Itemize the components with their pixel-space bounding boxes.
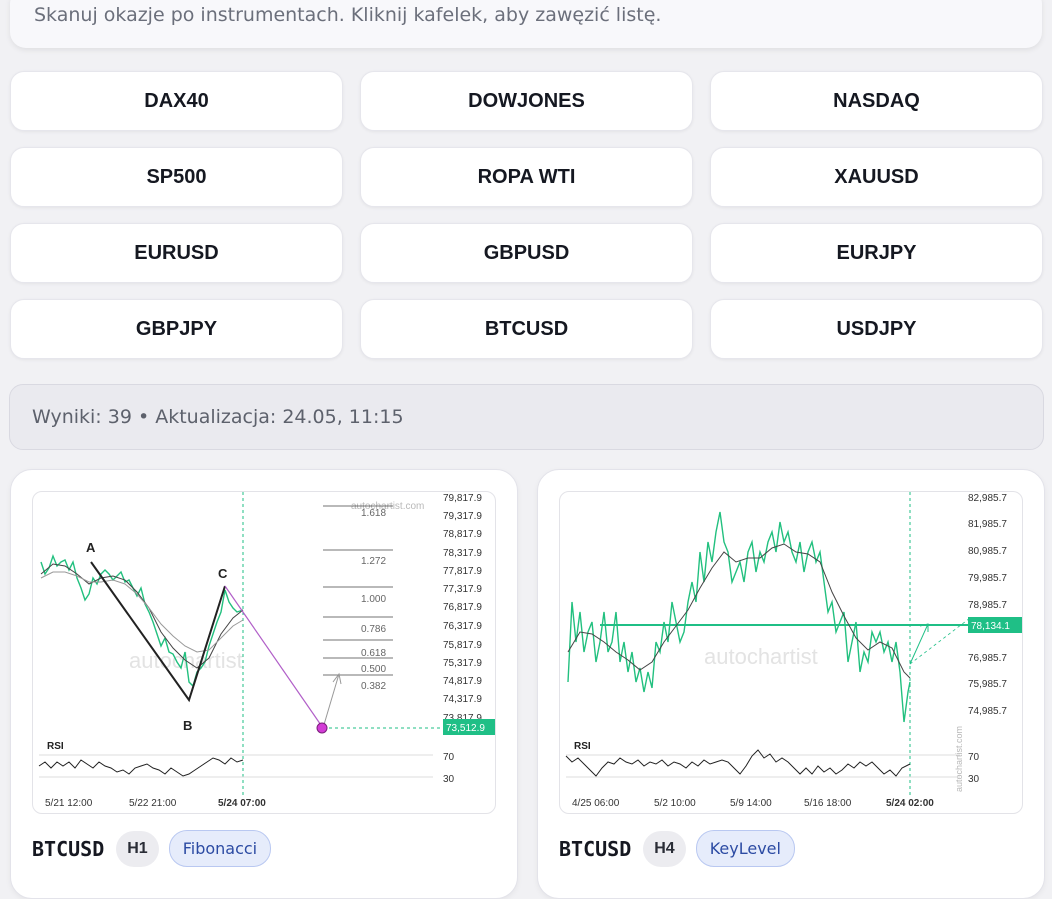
fib-label: 1.272 [361,556,386,567]
fib-lines [323,505,393,676]
price-tick: 76,817.9 [443,602,482,613]
fib-label: 0.786 [361,624,386,635]
instrument-tiles: DAX40 DOWJONES NASDAQ SP500 ROPA WTI XAU… [10,71,1043,359]
time-tick: 5/16 18:00 [804,798,852,809]
time-tick: 4/25 06:00 [572,798,620,809]
current-price-label: 78,134.1 [971,621,1010,632]
pattern-type-badge[interactable]: KeyLevel [695,830,795,867]
price-tick: 75,985.7 [968,679,1007,690]
page-subtitle: Skanuj okazje po instrumentach. Kliknij … [34,4,662,26]
target-point [316,722,328,734]
price-tick: 79,317.9 [443,511,482,522]
tile-dax40[interactable]: DAX40 [10,71,343,131]
price-tick: 76,317.9 [443,621,482,632]
price-tick: 74,817.9 [443,676,482,687]
tile-eurjpy[interactable]: EURJPY [710,223,1043,283]
price-tick: 78,817.9 [443,529,482,540]
point-label-b: B [183,718,192,733]
timeframe-badge: H4 [643,830,686,867]
price-tick: 82,985.7 [968,493,1007,504]
rsi-line [565,749,911,777]
arrow-head-icon [919,623,929,632]
abc-pattern-lines [90,561,226,703]
time-tick: 5/9 14:00 [730,798,772,809]
forecast-arrow [909,623,929,665]
arrow-head-icon [332,672,342,685]
price-tick: 74,985.7 [968,706,1007,717]
rsi-tick-30: 30 [968,774,980,785]
price-tick: 76,985.7 [968,653,1007,664]
card-symbol: BTCUSD [32,836,105,861]
price-tick: 81,985.7 [968,519,1007,530]
price-tick: 74,317.9 [443,694,482,705]
fib-label: 1.618 [361,508,386,519]
results-text: Wyniki: 39 • Aktualizacja: 24.05, 11:15 [32,406,404,428]
price-axis: 79,817.9 79,317.9 78,817.9 78,317.9 77,8… [443,493,482,724]
fib-label: 0.382 [361,681,386,692]
projection-line [224,585,324,729]
price-tick: 77,317.9 [443,584,482,595]
price-tick: 73,817.9 [443,713,482,724]
tile-gbpusd[interactable]: GBPUSD [360,223,693,283]
card-footer: BTCUSD H4 KeyLevel [559,830,795,867]
watermark: autochartist [704,644,818,669]
tile-ropa-wti[interactable]: ROPA WTI [360,147,693,207]
tile-nasdaq[interactable]: NASDAQ [710,71,1043,131]
time-axis: 4/25 06:00 5/2 10:00 5/9 14:00 5/16 18:0… [572,798,934,809]
point-label-a: A [86,540,96,555]
rsi-tick-70: 70 [968,752,980,763]
time-tick: 5/21 12:00 [45,798,93,809]
time-tick: 5/22 21:00 [129,798,177,809]
point-label-c: C [218,566,228,581]
price-tick: 77,817.9 [443,566,482,577]
current-price-label: 73,512.9 [446,723,485,734]
card-symbol: BTCUSD [559,836,632,861]
price-tick: 79,817.9 [443,493,482,504]
card-footer: BTCUSD H1 Fibonacci [32,830,272,867]
watermark-small: autochartist.com [351,501,424,512]
time-tick: 5/2 10:00 [654,798,696,809]
fib-label: 0.500 [361,664,386,675]
pattern-card[interactable]: autochartist.com autochartist 1.618 1.27… [10,469,518,899]
current-price-badge [443,719,495,735]
tile-gbpjpy[interactable]: GBPJPY [10,299,343,359]
pattern-chart[interactable]: autochartist autochartist.com 82,985.7 8… [559,491,1023,814]
projection-arrow [322,673,340,729]
price-tick: 75,817.9 [443,640,482,651]
price-tick: 79,985.7 [968,573,1007,584]
price-tick: 78,985.7 [968,600,1007,611]
current-price-badge [968,617,1022,633]
tile-xauusd[interactable]: XAUUSD [710,147,1043,207]
forecast-cone-top [909,617,971,665]
tile-sp500[interactable]: SP500 [10,147,343,207]
rsi-tick-30: 30 [443,774,455,785]
price-candles [567,511,911,723]
tile-eurusd[interactable]: EURUSD [10,223,343,283]
pattern-card[interactable]: autochartist autochartist.com 82,985.7 8… [537,469,1045,899]
rsi-line [38,757,244,777]
rsi-label: RSI [47,741,64,752]
price-tick: 75,317.9 [443,658,482,669]
tile-dowjones[interactable]: DOWJONES [360,71,693,131]
watermark-small: autochartist.com [954,726,964,792]
time-tick: 5/24 07:00 [218,798,266,809]
tile-btcusd[interactable]: BTCUSD [360,299,693,359]
rsi-tick-70: 70 [443,752,455,763]
pattern-type-badge[interactable]: Fibonacci [168,830,272,867]
time-tick: 5/24 02:00 [886,798,934,809]
fib-label: 0.618 [361,648,386,659]
tile-usdjpy[interactable]: USDJPY [710,299,1043,359]
pattern-chart[interactable]: autochartist.com autochartist 1.618 1.27… [32,491,496,814]
price-candles [40,553,244,688]
price-axis: 82,985.7 81,985.7 80,985.7 79,985.7 78,9… [968,493,1007,717]
page-subtitle-banner: Skanuj okazje po instrumentach. Kliknij … [10,0,1042,48]
fib-label: 1.000 [361,594,386,605]
time-axis: 5/21 12:00 5/22 21:00 5/24 07:00 [45,798,266,809]
results-bar: Wyniki: 39 • Aktualizacja: 24.05, 11:15 [9,384,1044,450]
price-tick: 78,317.9 [443,548,482,559]
fib-level-labels: 1.618 1.272 1.000 0.786 0.618 0.500 0.38… [361,508,386,692]
price-tick: 80,985.7 [968,546,1007,557]
rsi-label: RSI [574,741,591,752]
timeframe-badge: H1 [116,830,159,867]
